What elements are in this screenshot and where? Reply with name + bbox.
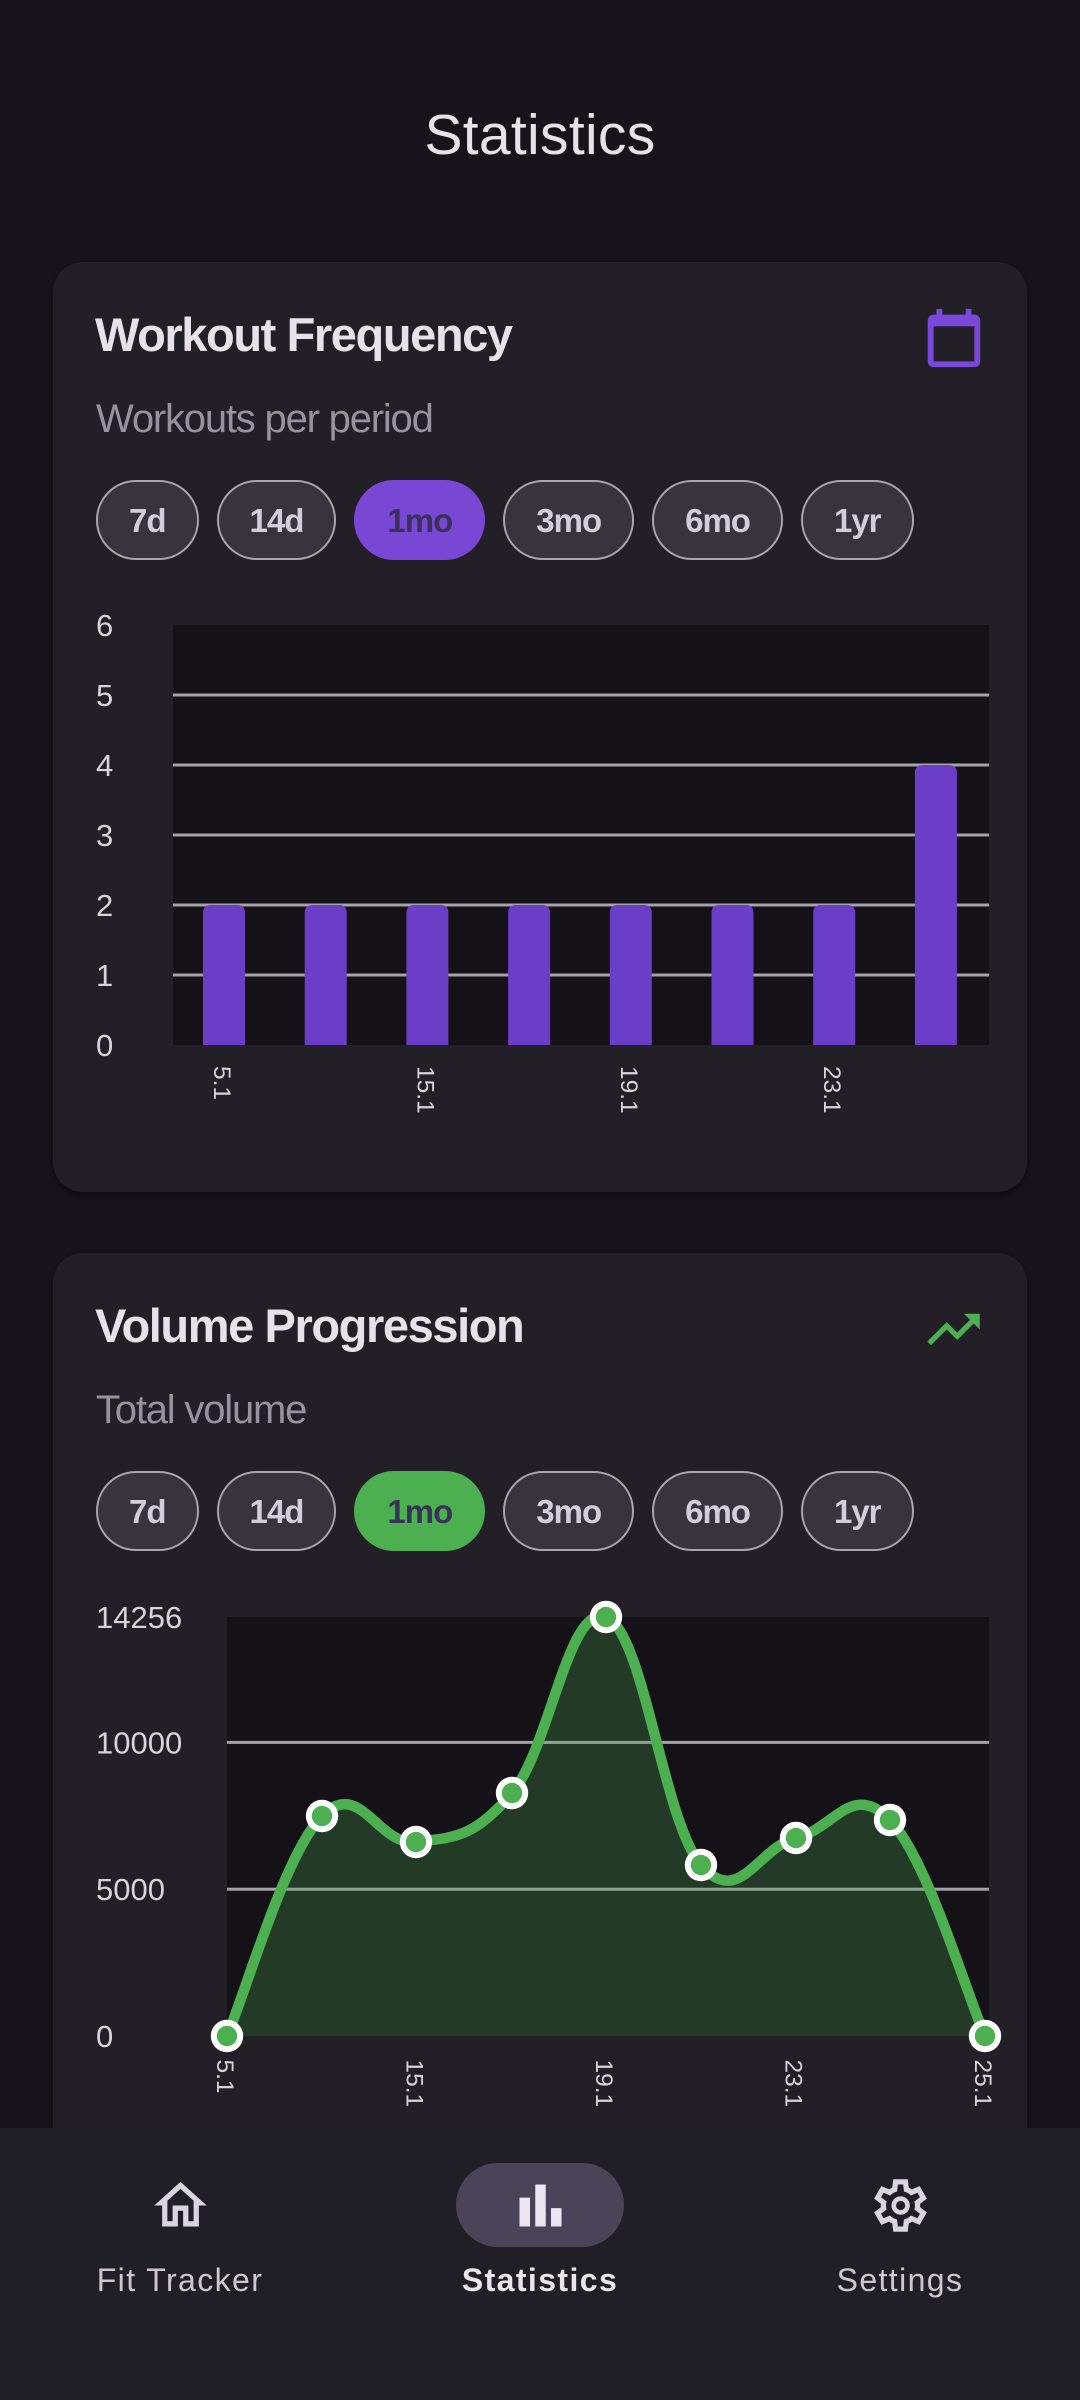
svg-text:5.1: 5.1 xyxy=(208,1066,235,1100)
svg-text:25.1: 25.1 xyxy=(969,2060,996,2108)
svg-text:14256: 14256 xyxy=(96,1600,182,1635)
svg-text:4: 4 xyxy=(96,748,113,783)
svg-text:1: 1 xyxy=(96,958,113,993)
svg-text:0: 0 xyxy=(96,2019,113,2054)
svg-text:15.1: 15.1 xyxy=(401,2060,428,2108)
svg-text:5: 5 xyxy=(96,678,113,713)
svg-text:5.1: 5.1 xyxy=(211,2060,238,2094)
svg-text:0: 0 xyxy=(96,1028,113,1063)
svg-text:23.1: 23.1 xyxy=(780,2060,807,2108)
svg-text:2: 2 xyxy=(96,888,113,923)
svg-text:23.1: 23.1 xyxy=(818,1066,845,1114)
svg-text:5000: 5000 xyxy=(96,1872,165,1907)
svg-text:6: 6 xyxy=(96,608,113,643)
svg-text:19.1: 19.1 xyxy=(615,1066,642,1114)
svg-text:10000: 10000 xyxy=(96,1725,182,1760)
svg-text:19.1: 19.1 xyxy=(590,2060,617,2108)
svg-text:15.1: 15.1 xyxy=(411,1066,438,1114)
svg-text:3: 3 xyxy=(96,818,113,853)
